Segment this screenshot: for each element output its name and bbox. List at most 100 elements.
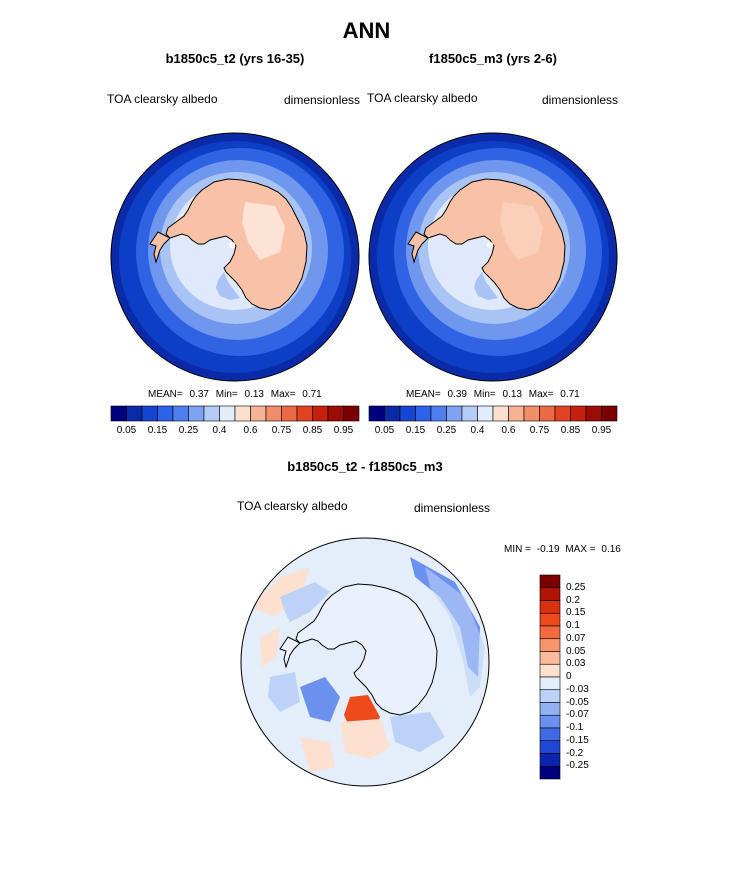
pole-marker (486, 241, 494, 249)
ice-shelf-region (474, 272, 498, 300)
panel-2-min-value: 0.13 (502, 389, 522, 400)
colorbar-cell (539, 651, 561, 665)
colorbar-tick-label: 0.6 (243, 425, 258, 436)
colorbar-cell (539, 702, 561, 716)
colorbar-tick-label: 0.15 (405, 425, 426, 436)
panel-1-mean-label: MEAN= (148, 389, 183, 400)
colorbar-cell (554, 405, 571, 422)
panel-1-max-value: 0.71 (302, 389, 322, 400)
colorbar-tick-label: 0.4 (470, 425, 485, 436)
panel-2-mean-label: MEAN= (406, 389, 441, 400)
colorbar-cell (539, 625, 561, 640)
colorbar-cell (110, 405, 127, 422)
diff-colorbar-tick-label: 0.1 (566, 620, 580, 631)
colorbar-cell (430, 405, 447, 422)
diff-panel-minmax: MIN = -0.19 MAX = 0.16 (504, 544, 621, 555)
colorbar-cell (172, 405, 189, 422)
diff-colorbar-tick-label: -0.03 (566, 683, 589, 695)
negative-anomaly-band (410, 557, 480, 677)
panel-2-max-value: 0.71 (560, 389, 580, 400)
colorbar-cell (312, 405, 329, 422)
colorbar-cell (188, 405, 205, 422)
colorbar-cell (343, 405, 360, 422)
diff-max-label: MAX = (565, 544, 596, 555)
map-border (240, 537, 490, 787)
diff-colorbar-tick-label: 0.15 (566, 607, 586, 619)
colorbar-cell (539, 765, 561, 780)
colorbar-cell (296, 405, 313, 422)
panel-2-title: f1850c5_m3 (yrs 2-6) (429, 51, 557, 66)
colorbar-tick-label: 0.15 (147, 425, 168, 436)
colorbar-cell (368, 405, 385, 422)
panel-1-polar-map (110, 132, 360, 382)
panel-2-min-label: Min= (473, 389, 496, 400)
positive-anomaly-region (340, 719, 390, 759)
panel-1-min-value: 0.13 (244, 389, 264, 400)
antarctic-peninsula (149, 231, 171, 264)
panel-2-variable-label: TOA clearsky albedo (367, 91, 478, 105)
colorbar-cell (327, 405, 344, 422)
diff-colorbar-tick-label: 0 (566, 671, 572, 682)
colorbar-tick-label: 0.4 (212, 425, 227, 436)
pole-marker (228, 241, 236, 249)
panel-2-colorbar-ticks: 0.05 0.15 0.25 0.4 0.6 0.75 0.85 0.95 (369, 425, 617, 439)
negative-anomaly-region (300, 677, 340, 722)
diff-min-label: MIN = (504, 544, 531, 555)
colorbar-cell (539, 587, 561, 601)
positive-anomaly-region (300, 737, 335, 772)
colorbar-cell (492, 405, 509, 422)
diff-colorbar-tick-label: -0.2 (566, 747, 584, 759)
antarctic-peninsula-outline (279, 636, 301, 669)
panel-1-max-label: Max= (270, 389, 296, 400)
diff-colorbar-tick-label: 0.25 (566, 581, 586, 593)
panel-2-polar-map (368, 132, 618, 382)
diff-min-value: -0.19 (536, 544, 560, 555)
colorbar-cell (219, 405, 236, 422)
diff-colorbar-tick-label: 0.03 (566, 658, 586, 670)
panel-1-min-label: Min= (215, 389, 238, 400)
colorbar-tick-label: 0.25 (436, 425, 457, 436)
colorbar-cell (539, 574, 561, 589)
colorbar-cell (250, 405, 267, 422)
colorbar-cell (539, 714, 561, 729)
map-border (368, 132, 618, 382)
colorbar-cell (539, 638, 561, 652)
panel-2-units-label: dimensionless (542, 93, 619, 107)
negative-anomaly-band (425, 567, 485, 697)
colorbar-cell (477, 405, 494, 422)
diff-colorbar-tick-label: 0.07 (566, 632, 586, 644)
colorbar-cell (539, 405, 556, 422)
colorbar-cell (539, 663, 561, 678)
colorbar-tick-label: 0.95 (333, 425, 354, 436)
colorbar-tick-label: 0.95 (591, 425, 612, 436)
diff-max-value: 0.16 (601, 544, 621, 555)
page-title: ANN (342, 18, 391, 43)
colorbar-tick-label: 0.75 (271, 425, 292, 436)
colorbar-cell (539, 600, 561, 614)
colorbar-cell (601, 405, 618, 422)
ice-sheet-plateau (500, 202, 543, 260)
colorbar-cell (508, 405, 525, 422)
colorbar-cell (399, 405, 416, 422)
colorbar-tick-label: 0.85 (302, 425, 323, 436)
panel-2-stats: MEAN= 0.39 Min= 0.13 Max= 0.71 (406, 389, 580, 400)
panel-2-colorbar (368, 405, 618, 422)
diff-panel-polar-map (240, 537, 490, 787)
colorbar-tick-label: 0.6 (501, 425, 516, 436)
colorbar-tick-label: 0.75 (529, 425, 550, 436)
colorbar-cell (585, 405, 602, 422)
colorbar-cell (461, 405, 478, 422)
map-border (110, 132, 360, 382)
colorbar-cell (384, 405, 401, 422)
diff-colorbar-tick-label: -0.1 (566, 722, 584, 733)
panel-1-title: b1850c5_t2 (yrs 16-35) (165, 51, 305, 66)
colorbar-cell (570, 405, 587, 422)
colorbar-cell (265, 405, 282, 422)
diff-colorbar-tick-label: -0.15 (566, 734, 589, 746)
panel-1-variable-label: TOA clearsky albedo (107, 92, 218, 106)
positive-anomaly-region (250, 567, 310, 617)
colorbar-tick-label: 0.05 (374, 425, 395, 436)
diff-panel-units-label: dimensionless (414, 501, 491, 515)
colorbar-tick-label: 0.25 (178, 425, 199, 436)
diff-colorbar (539, 574, 561, 780)
